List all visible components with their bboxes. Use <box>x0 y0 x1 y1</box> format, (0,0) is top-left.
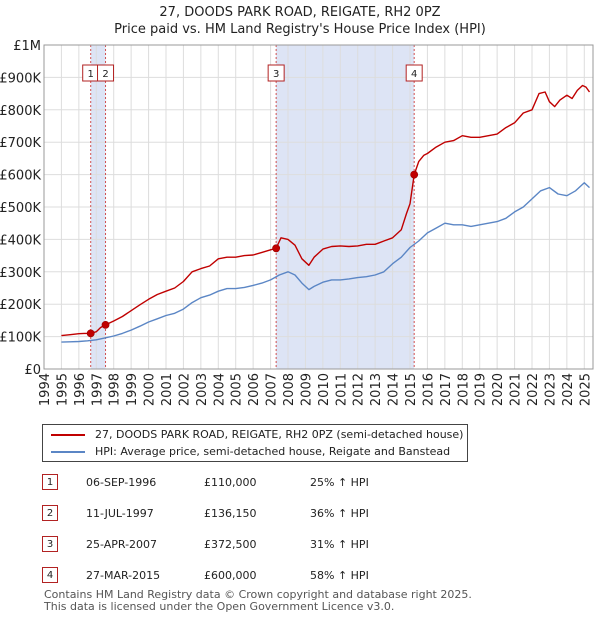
x-tick-label: 1995 <box>55 373 70 406</box>
y-tick-label: £400K <box>0 233 41 248</box>
sale-label-box <box>267 64 285 82</box>
y-tick-label: £600K <box>0 169 41 184</box>
sale-number-badge: 1 <box>42 474 58 490</box>
legend: 27, DOODS PARK ROAD, REIGATE, RH2 0PZ (s… <box>42 424 468 462</box>
sale-point <box>101 320 110 329</box>
x-tick-label: 1996 <box>73 373 88 406</box>
legend-swatch-hpi <box>51 451 85 453</box>
x-tick-label: 1997 <box>90 373 105 406</box>
sale-label-box <box>405 64 423 82</box>
y-tick-label: £200K <box>0 298 41 313</box>
plot-area-frame <box>43 44 594 370</box>
sale-date: 27-MAR-2015 <box>86 569 161 582</box>
sale-point <box>410 170 419 179</box>
x-tick-label: 2025 <box>578 373 593 406</box>
x-tick-label: 1998 <box>108 373 123 406</box>
x-tick-label: 2002 <box>177 373 192 406</box>
y-tick-label: £500K <box>0 201 41 216</box>
x-tick-label: 2018 <box>456 373 471 406</box>
property-series-line <box>61 84 591 337</box>
sale-date: 06-SEP-1996 <box>86 476 157 489</box>
x-tick-label: 2017 <box>439 373 454 406</box>
x-tick-label: 2016 <box>421 373 436 406</box>
sale-date: 25-APR-2007 <box>86 538 158 551</box>
table-row: 2 11-JUL-1997 £136,150 36% ↑ HPI <box>42 504 582 524</box>
x-tick-label: 2001 <box>160 373 175 406</box>
sale-hpi-change: 58% ↑ HPI <box>310 569 369 582</box>
y-tick-label: £700K <box>0 136 41 151</box>
sale-date: 11-JUL-1997 <box>86 507 154 520</box>
sale-point <box>86 329 95 338</box>
sale-hpi-change: 36% ↑ HPI <box>310 507 369 520</box>
y-tick-label: £800K <box>0 104 41 119</box>
footer-attribution: Contains HM Land Registry data © Crown c… <box>44 589 472 613</box>
x-tick-label: 2008 <box>282 373 297 406</box>
sale-number-badge: 3 <box>42 536 58 552</box>
x-tick-label: 2000 <box>143 373 158 406</box>
x-tick-label: 1994 <box>38 373 53 406</box>
table-row: 4 27-MAR-2015 £600,000 58% ↑ HPI <box>42 566 582 586</box>
sale-hpi-change: 25% ↑ HPI <box>310 476 369 489</box>
y-tick-label: £1M <box>13 39 41 54</box>
x-tick-label: 2003 <box>195 373 210 406</box>
footer-license: This data is licensed under the Open Gov… <box>44 600 395 613</box>
chart-title: 27, DOODS PARK ROAD, REIGATE, RH2 0PZ <box>159 5 441 20</box>
x-tick-label: 2006 <box>247 373 262 406</box>
legend-label-hpi: HPI: Average price, semi-detached house,… <box>95 445 451 458</box>
sale-price: £600,000 <box>204 569 257 582</box>
x-tick-label: 2022 <box>526 373 541 406</box>
x-tick-label: 2007 <box>265 373 280 406</box>
y-tick-label: £300K <box>0 266 41 281</box>
sale-hpi-change: 31% ↑ HPI <box>310 538 369 551</box>
x-tick-label: 2012 <box>352 373 367 406</box>
sale-label-number: 3 <box>273 69 279 80</box>
x-tick-label: 2005 <box>230 373 245 406</box>
table-row: 3 25-APR-2007 £372,500 31% ↑ HPI <box>42 535 582 555</box>
y-tick-label: £100K <box>0 331 41 346</box>
hpi-series-line <box>61 181 590 343</box>
x-tick-label: 2021 <box>509 373 524 406</box>
sale-price: £110,000 <box>204 476 257 489</box>
sale-label-number: 1 <box>88 69 94 80</box>
x-tick-label: 2023 <box>543 373 558 406</box>
x-tick-label: 2011 <box>334 373 349 406</box>
legend-swatch-property <box>51 434 85 436</box>
sale-label-number: 2 <box>102 69 108 80</box>
x-tick-label: 2010 <box>317 373 332 406</box>
sale-price: £136,150 <box>204 507 257 520</box>
x-tick-label: 2019 <box>474 373 489 406</box>
x-tick-label: 2009 <box>299 373 314 406</box>
sale-point <box>272 244 281 253</box>
x-tick-label: 2015 <box>404 373 419 406</box>
x-tick-label: 2024 <box>561 373 576 406</box>
sale-number-badge: 4 <box>42 567 58 583</box>
chart-subtitle: Price paid vs. HM Land Registry's House … <box>114 22 486 37</box>
x-tick-label: 2014 <box>387 373 402 406</box>
sale-label-box <box>97 64 115 82</box>
x-tick-label: 1999 <box>125 373 140 406</box>
legend-label-property: 27, DOODS PARK ROAD, REIGATE, RH2 0PZ (s… <box>95 428 464 441</box>
footer-copyright: Contains HM Land Registry data © Crown c… <box>44 588 472 601</box>
sale-number-badge: 2 <box>42 505 58 521</box>
sale-price: £372,500 <box>204 538 257 551</box>
x-tick-label: 2004 <box>212 373 227 406</box>
x-tick-label: 2020 <box>491 373 506 406</box>
sale-label-number: 4 <box>411 69 417 80</box>
x-tick-label: 2013 <box>369 373 384 406</box>
y-tick-label: £0 <box>24 363 41 378</box>
y-tick-label: £900K <box>0 71 41 86</box>
table-row: 1 06-SEP-1996 £110,000 25% ↑ HPI <box>42 473 582 493</box>
